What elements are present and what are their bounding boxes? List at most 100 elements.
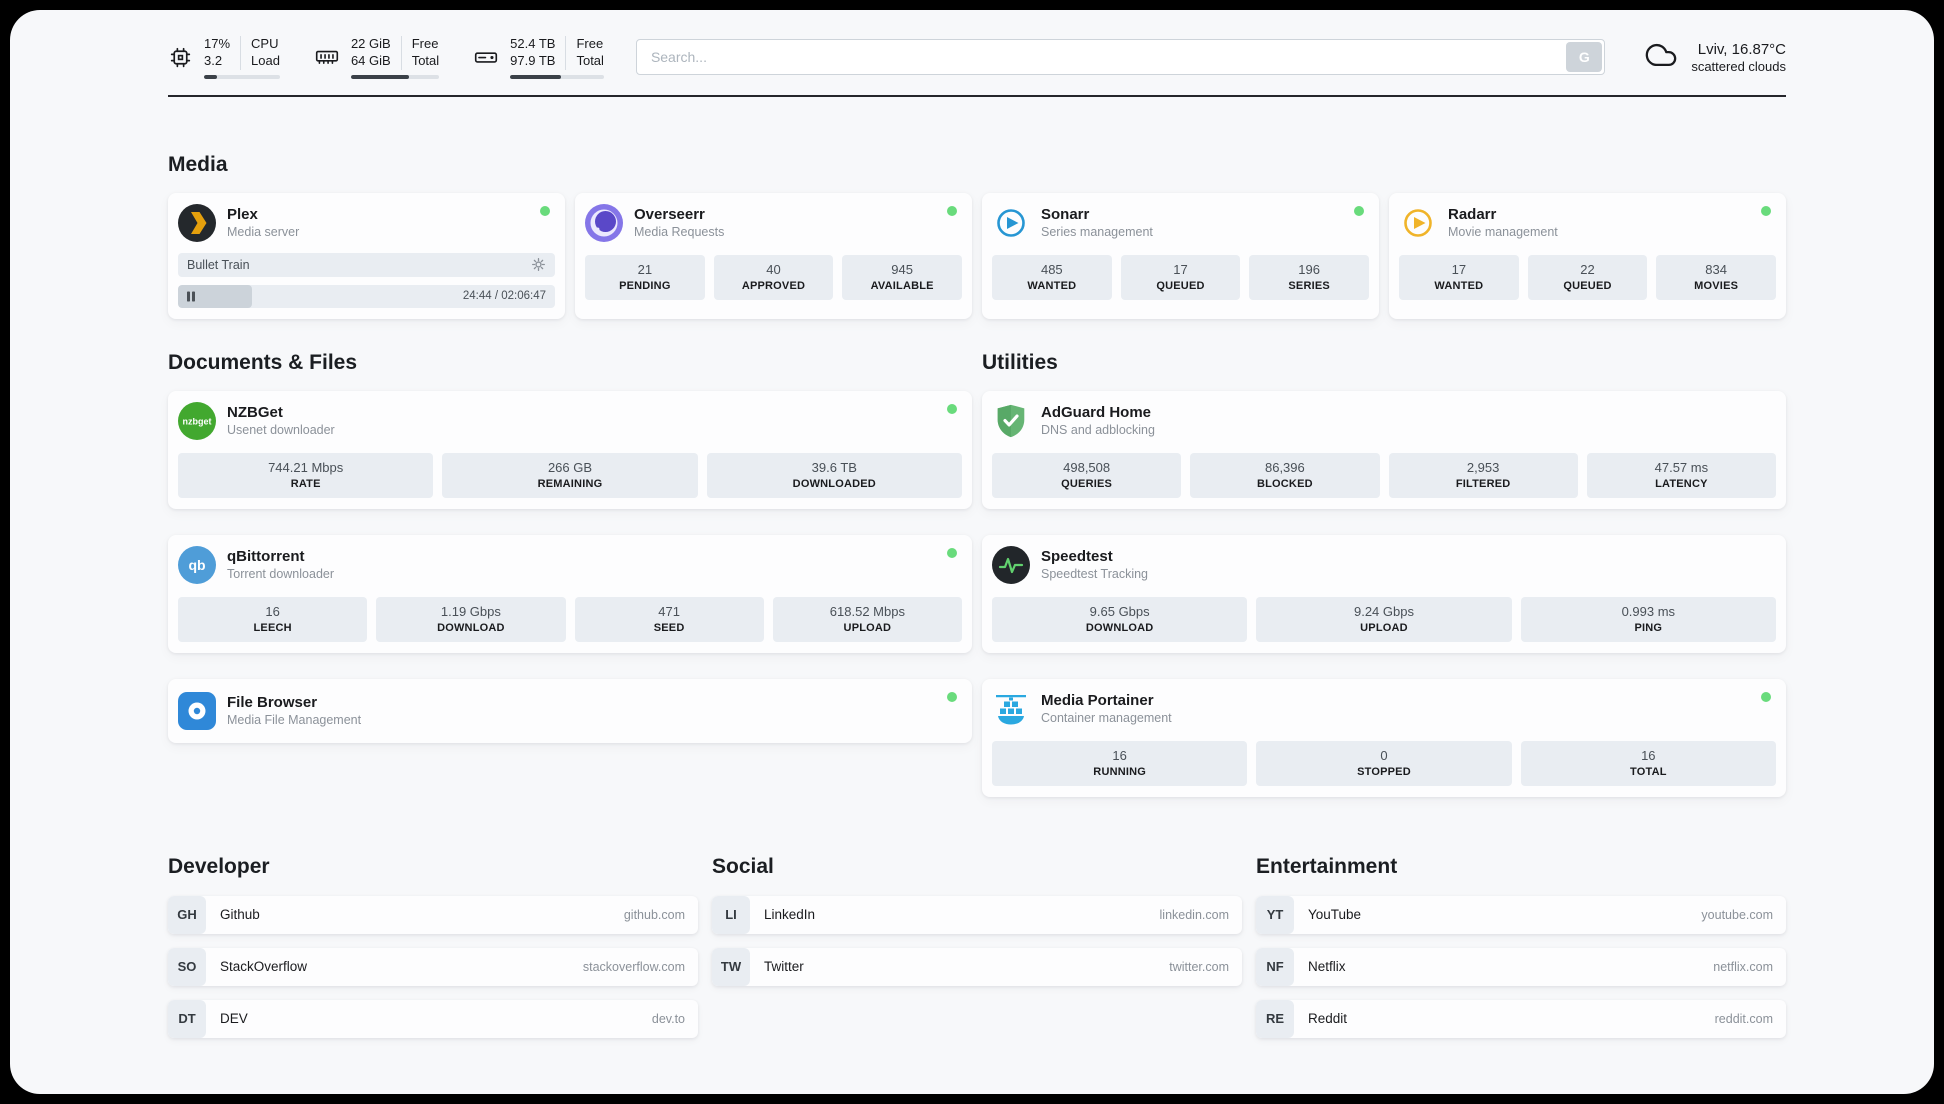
disk-total-label: Total bbox=[576, 53, 604, 69]
speedtest-download-stat: 9.65 Gbps DOWNLOAD bbox=[992, 596, 1248, 642]
app-subtitle: Usenet downloader bbox=[227, 423, 335, 437]
adguard-filtered-stat: 2,953 FILTERED bbox=[1388, 452, 1578, 498]
app-name: Radarr bbox=[1448, 206, 1497, 223]
plex-card[interactable]: Plex Media server Bullet Train bbox=[168, 192, 565, 319]
link-youtube[interactable]: YT YouTube youtube.com bbox=[1256, 895, 1786, 934]
portainer-status-dot bbox=[1761, 691, 1771, 702]
gear-icon[interactable] bbox=[531, 257, 546, 272]
qbittorrent-card[interactable]: qb qBittorrent Torrent downloader 16 LEE… bbox=[168, 534, 972, 653]
cloud-icon bbox=[1641, 38, 1681, 77]
qbittorrent-download-stat: 1.19 Gbps DOWNLOAD bbox=[376, 596, 566, 642]
nzbget-status-dot bbox=[947, 403, 957, 414]
disk-usage-bar bbox=[510, 74, 604, 79]
memory-total-value: 64 GiB bbox=[350, 53, 391, 69]
app-name: Plex bbox=[227, 206, 258, 223]
link-name: Twitter bbox=[764, 959, 804, 974]
overseerr-status-dot bbox=[947, 205, 957, 216]
portainer-icon bbox=[992, 690, 1030, 728]
portainer-total-stat: 16 TOTAL bbox=[1520, 740, 1776, 786]
cpu-label: CPU bbox=[251, 36, 279, 51]
memory-usage-bar bbox=[350, 74, 440, 79]
radarr-movies-stat: 834 MOVIES bbox=[1656, 254, 1776, 300]
app-subtitle: Movie management bbox=[1448, 225, 1558, 239]
entertainment-section: Entertainment YT YouTube youtube.com NF … bbox=[1256, 855, 1786, 1052]
filebrowser-card[interactable]: File Browser Media File Management bbox=[168, 678, 972, 743]
stackoverflow-icon: SO bbox=[168, 947, 206, 986]
nzbget-downloaded-stat: 39.6 TB DOWNLOADED bbox=[706, 452, 962, 498]
radarr-icon bbox=[1399, 204, 1437, 242]
qbittorrent-upload-stat: 618.52 Mbps UPLOAD bbox=[772, 596, 962, 642]
memory-free-label: Free bbox=[411, 36, 439, 51]
dev-icon: DT bbox=[168, 999, 206, 1038]
svg-text:nzbget: nzbget bbox=[183, 416, 212, 426]
twitter-icon: TW bbox=[712, 947, 750, 986]
link-stackoverflow[interactable]: SO StackOverflow stackoverflow.com bbox=[168, 947, 698, 986]
link-url: twitter.com bbox=[1169, 959, 1229, 974]
app-subtitle: Media File Management bbox=[227, 713, 362, 727]
app-subtitle: Media server bbox=[227, 225, 300, 239]
app-subtitle: Container management bbox=[1041, 711, 1172, 725]
nzbget-remaining-stat: 266 GB REMAINING bbox=[442, 452, 698, 498]
app-name: Media Portainer bbox=[1041, 692, 1154, 709]
sonarr-card[interactable]: Sonarr Series management 485 WANTED 17 Q… bbox=[982, 192, 1379, 319]
plex-status-dot bbox=[540, 205, 550, 216]
link-twitter[interactable]: TW Twitter twitter.com bbox=[712, 947, 1242, 986]
overseerr-available-stat: 945 AVAILABLE bbox=[842, 254, 962, 300]
adguard-blocked-stat: 86,396 BLOCKED bbox=[1190, 452, 1380, 498]
link-dev[interactable]: DT DEV dev.to bbox=[168, 999, 698, 1038]
overseerr-card[interactable]: Overseerr Media Requests 21 PENDING 40 A… bbox=[575, 192, 972, 319]
search-bar: G bbox=[635, 39, 1606, 76]
app-name: Speedtest bbox=[1041, 548, 1113, 565]
nzbget-card[interactable]: nzbget NZBGet Usenet downloader 744.21 M… bbox=[168, 390, 972, 509]
cpu-load-value: 3.2 bbox=[204, 53, 223, 69]
link-github[interactable]: GH Github github.com bbox=[168, 895, 698, 934]
weather-widget: Lviv, 16.87°C scattered clouds bbox=[1641, 38, 1786, 77]
sonarr-status-dot bbox=[1354, 205, 1364, 216]
speedtest-icon bbox=[992, 545, 1030, 584]
link-netflix[interactable]: NF Netflix netflix.com bbox=[1256, 947, 1786, 986]
weather-location: Lviv, 16.87°C bbox=[1697, 40, 1786, 58]
app-subtitle: DNS and adblocking bbox=[1041, 423, 1155, 437]
developer-section: Developer GH Github github.com SO StackO… bbox=[168, 855, 698, 1052]
radarr-queued-stat: 22 QUEUED bbox=[1527, 254, 1648, 300]
app-name: Sonarr bbox=[1041, 206, 1090, 223]
qbittorrent-status-dot bbox=[947, 547, 957, 558]
sonarr-series-stat: 196 SERIES bbox=[1249, 254, 1369, 300]
qbittorrent-icon: qb bbox=[178, 545, 216, 584]
adguard-card[interactable]: AdGuard Home DNS and adblocking 498,508 … bbox=[982, 390, 1786, 509]
cpu-percent: 17% bbox=[204, 36, 231, 51]
link-linkedin[interactable]: LI LinkedIn linkedin.com bbox=[712, 895, 1242, 934]
radarr-card[interactable]: Radarr Movie management 17 WANTED 22 QUE… bbox=[1389, 192, 1786, 319]
netflix-icon: NF bbox=[1256, 947, 1294, 986]
memory-stat: 22 GiB 64 GiB Free Total bbox=[314, 36, 440, 79]
app-subtitle: Torrent downloader bbox=[227, 567, 335, 581]
social-heading: Social bbox=[712, 854, 774, 878]
pause-icon[interactable] bbox=[185, 290, 197, 308]
link-name: Reddit bbox=[1308, 1011, 1348, 1026]
search-input[interactable] bbox=[635, 39, 1606, 76]
link-reddit[interactable]: RE Reddit reddit.com bbox=[1256, 999, 1786, 1038]
playback-progress-bar: 24:44 / 02:06:47 bbox=[178, 284, 555, 308]
overseerr-pending-stat: 21 PENDING bbox=[585, 254, 705, 300]
speedtest-card[interactable]: Speedtest Speedtest Tracking 9.65 Gbps D… bbox=[982, 534, 1786, 653]
link-url: youtube.com bbox=[1701, 907, 1773, 922]
entertainment-heading: Entertainment bbox=[1256, 854, 1398, 878]
search-engine-button[interactable]: G bbox=[1566, 42, 1603, 73]
utilities-column: Utilities AdGuard Home bbox=[982, 351, 1786, 797]
reddit-icon: RE bbox=[1256, 999, 1294, 1038]
filebrowser-status-dot bbox=[947, 691, 957, 702]
radarr-status-dot bbox=[1761, 205, 1771, 216]
app-name: File Browser bbox=[227, 694, 318, 711]
media-heading: Media bbox=[168, 152, 228, 176]
link-name: LinkedIn bbox=[764, 907, 816, 922]
plex-icon bbox=[178, 203, 216, 242]
portainer-card[interactable]: Media Portainer Container management 16 … bbox=[982, 678, 1786, 797]
app-name: Overseerr bbox=[634, 206, 705, 223]
youtube-icon: YT bbox=[1256, 895, 1294, 934]
linkedin-icon: LI bbox=[712, 895, 750, 934]
sonarr-icon bbox=[992, 204, 1030, 242]
weather-condition: scattered clouds bbox=[1691, 58, 1786, 74]
qbittorrent-leech-stat: 16 LEECH bbox=[178, 596, 368, 642]
link-url: github.com bbox=[623, 907, 685, 922]
sonarr-queued-stat: 17 QUEUED bbox=[1120, 254, 1241, 300]
